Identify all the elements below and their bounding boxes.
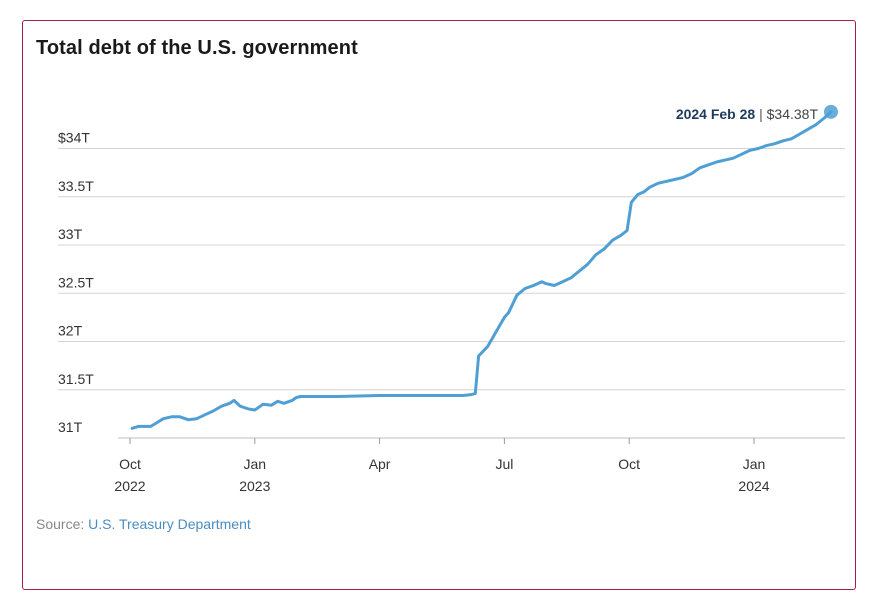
x-tick-year-label: 2024 bbox=[738, 478, 769, 494]
source-link[interactable]: U.S. Treasury Department bbox=[88, 516, 251, 532]
source-label: Source: bbox=[36, 516, 89, 532]
grid-lines bbox=[58, 148, 845, 391]
x-tick-year-label: 2023 bbox=[239, 478, 270, 494]
latest-value-annotation: 2024 Feb 28 | $34.38T bbox=[676, 106, 819, 122]
series-layer bbox=[130, 104, 838, 430]
y-tick-label: $34T bbox=[58, 130, 90, 146]
chart-card bbox=[22, 20, 856, 590]
y-tick-label: 33T bbox=[58, 226, 83, 242]
y-tick-label: 33.5T bbox=[58, 178, 94, 194]
x-tick-label: Apr bbox=[369, 456, 391, 472]
source-note: Source: U.S. Treasury Department bbox=[36, 516, 251, 532]
x-tick-label: Jul bbox=[495, 456, 513, 472]
annotation-separator: | bbox=[759, 106, 767, 122]
x-axis: Oct 2022 Jan 2023 Apr Jul Oct Jan 2024 bbox=[114, 437, 845, 494]
annotation-value: $34.38T bbox=[767, 106, 819, 122]
x-tick-label: Oct bbox=[618, 456, 640, 472]
y-tick-label: 32.5T bbox=[58, 274, 94, 290]
annotation-text: 2024 Feb 28 | $34.38T bbox=[676, 106, 819, 122]
x-tick-label: Jan bbox=[743, 456, 766, 472]
y-tick-label: 31.5T bbox=[58, 371, 94, 387]
y-tick-label: 31T bbox=[58, 419, 83, 435]
latest-point-marker bbox=[823, 104, 838, 119]
chart-title: Total debt of the U.S. government bbox=[36, 37, 358, 59]
x-tick-year-label: 2022 bbox=[114, 478, 145, 494]
x-tick-label: Jan bbox=[244, 456, 267, 472]
x-tick-label: Oct bbox=[119, 456, 141, 472]
series-line bbox=[130, 110, 833, 430]
annotation-date: 2024 Feb 28 bbox=[676, 106, 759, 122]
y-tick-label: 32T bbox=[58, 323, 83, 339]
y-axis-labels: 31T 31.5T 32T 32.5T 33T 33.5T $34T bbox=[58, 130, 94, 436]
